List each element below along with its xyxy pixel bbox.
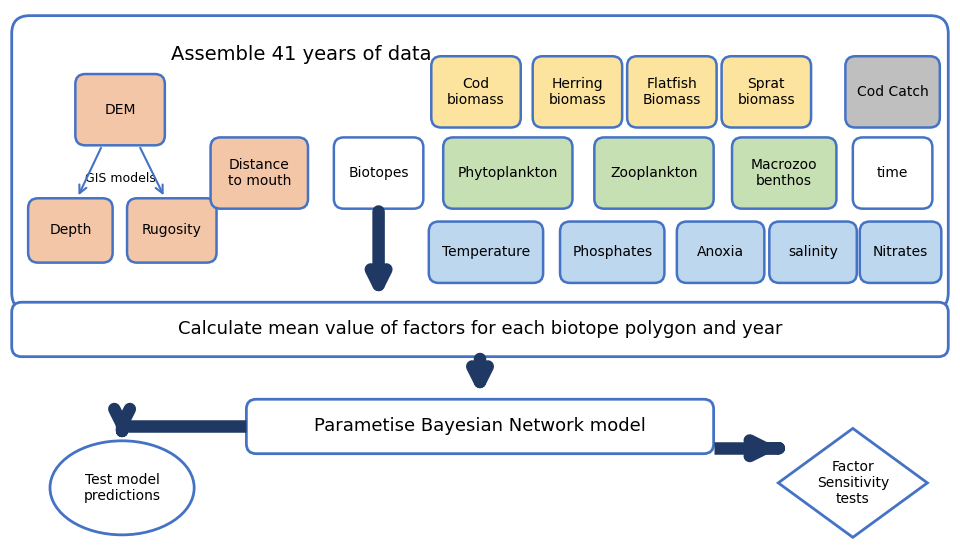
FancyBboxPatch shape <box>846 56 940 127</box>
Text: Rugosity: Rugosity <box>142 224 202 237</box>
FancyBboxPatch shape <box>444 137 572 209</box>
FancyBboxPatch shape <box>12 15 948 311</box>
FancyBboxPatch shape <box>627 56 716 127</box>
FancyBboxPatch shape <box>677 222 764 283</box>
Text: Macrozoo
benthos: Macrozoo benthos <box>751 158 818 188</box>
FancyBboxPatch shape <box>852 137 932 209</box>
FancyBboxPatch shape <box>12 302 948 356</box>
FancyBboxPatch shape <box>533 56 622 127</box>
Text: Cod Catch: Cod Catch <box>856 85 928 99</box>
FancyBboxPatch shape <box>722 56 811 127</box>
FancyBboxPatch shape <box>334 137 423 209</box>
Text: Test model
predictions: Test model predictions <box>84 473 160 503</box>
FancyBboxPatch shape <box>560 222 664 283</box>
FancyBboxPatch shape <box>860 222 942 283</box>
Text: Assemble 41 years of data: Assemble 41 years of data <box>171 45 431 64</box>
FancyBboxPatch shape <box>732 137 836 209</box>
Text: Sprat
biomass: Sprat biomass <box>737 77 795 107</box>
FancyBboxPatch shape <box>247 399 713 453</box>
Text: Depth: Depth <box>49 224 91 237</box>
FancyBboxPatch shape <box>75 74 165 145</box>
Text: Biotopes: Biotopes <box>348 166 409 180</box>
FancyBboxPatch shape <box>769 222 857 283</box>
FancyBboxPatch shape <box>28 198 112 263</box>
Ellipse shape <box>50 441 194 535</box>
Text: Temperature: Temperature <box>442 245 530 259</box>
Text: DEM: DEM <box>105 102 136 117</box>
Text: Distance
to mouth: Distance to mouth <box>228 158 291 188</box>
Text: salinity: salinity <box>788 245 838 259</box>
FancyBboxPatch shape <box>429 222 543 283</box>
FancyBboxPatch shape <box>127 198 217 263</box>
Text: Parametise Bayesian Network model: Parametise Bayesian Network model <box>314 418 646 435</box>
Text: Cod
biomass: Cod biomass <box>447 77 505 107</box>
Text: Zooplankton: Zooplankton <box>611 166 698 180</box>
Text: Factor
Sensitivity
tests: Factor Sensitivity tests <box>817 460 889 506</box>
Text: Herring
biomass: Herring biomass <box>548 77 607 107</box>
Text: Phosphates: Phosphates <box>572 245 652 259</box>
Text: Flatfish
Biomass: Flatfish Biomass <box>642 77 701 107</box>
FancyBboxPatch shape <box>594 137 713 209</box>
Text: Anoxia: Anoxia <box>697 245 744 259</box>
Text: time: time <box>876 166 908 180</box>
FancyBboxPatch shape <box>210 137 308 209</box>
Text: GIS models: GIS models <box>84 172 156 186</box>
Polygon shape <box>779 429 927 537</box>
Text: Calculate mean value of factors for each biotope polygon and year: Calculate mean value of factors for each… <box>178 321 782 338</box>
Text: Nitrates: Nitrates <box>873 245 928 259</box>
Text: Phytoplankton: Phytoplankton <box>458 166 558 180</box>
FancyBboxPatch shape <box>431 56 520 127</box>
